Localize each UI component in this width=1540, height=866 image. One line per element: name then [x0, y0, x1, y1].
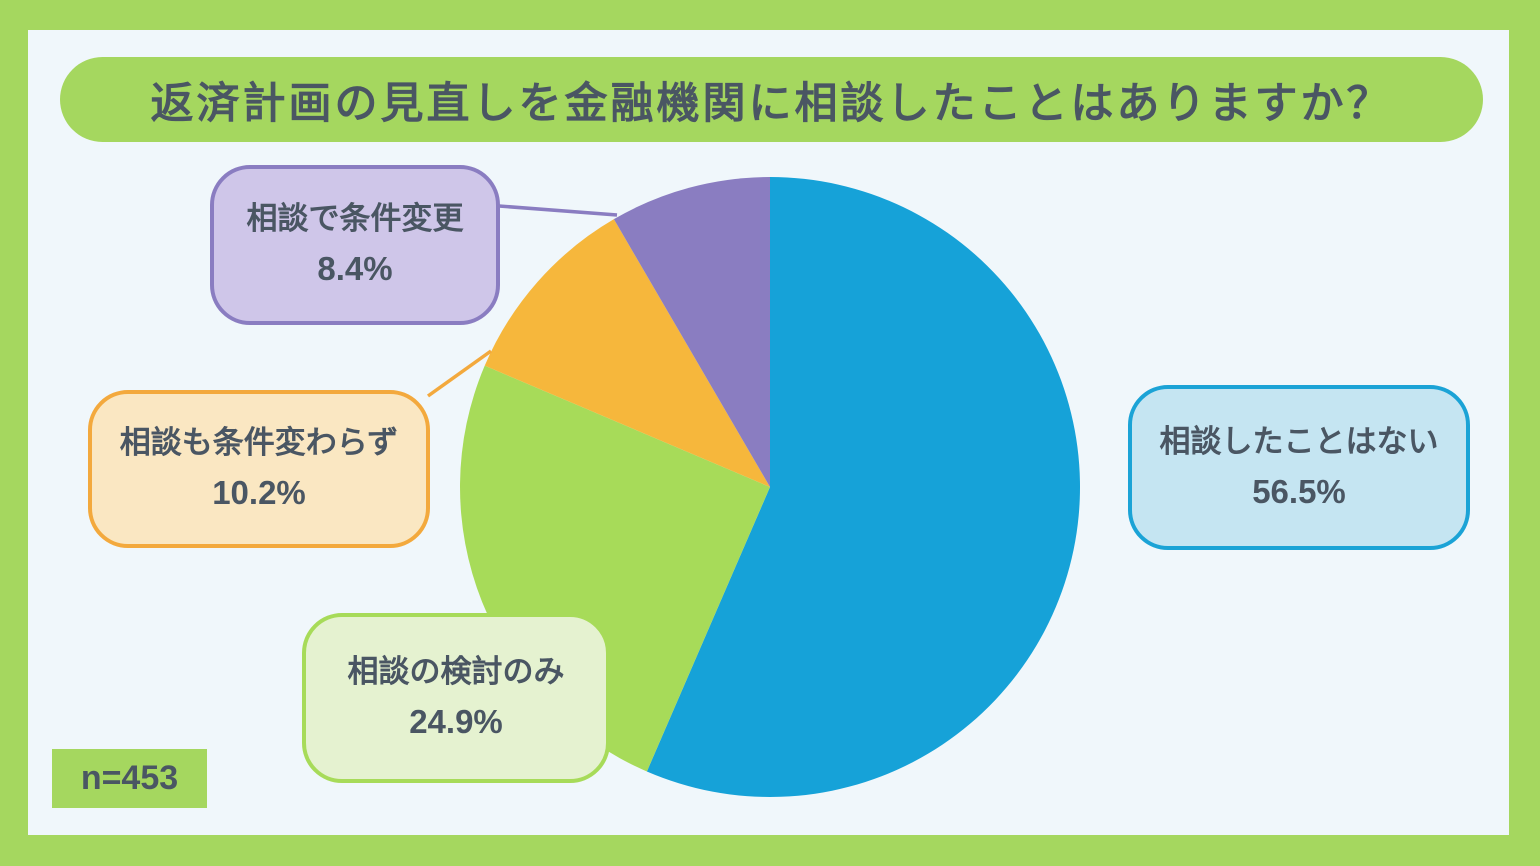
callout-none-percent: 56.5%	[1252, 472, 1346, 510]
callout-changed: 相談で条件変更 8.4%	[210, 165, 500, 325]
callout-no-change-percent: 10.2%	[212, 474, 306, 512]
sample-size-badge: n=453	[52, 749, 207, 808]
chart-title: 返済計画の見直しを金融機関に相談したことはありますか？	[60, 57, 1483, 142]
callout-considered-percent: 24.9%	[409, 703, 503, 741]
callout-no-change: 相談も条件変わらず 10.2%	[88, 390, 430, 548]
callout-no-change-label: 相談も条件変わらず	[119, 425, 399, 461]
callout-connector-no-change	[426, 349, 493, 398]
callout-considered: 相談の検討のみ 24.9%	[302, 613, 610, 783]
callout-changed-percent: 8.4%	[317, 250, 393, 288]
pie-slice-changed	[613, 177, 770, 487]
callout-connector-changed	[498, 204, 618, 217]
pie-slice-no-change	[484, 219, 770, 487]
callout-changed-label: 相談で条件変更	[246, 201, 464, 237]
callout-considered-label: 相談の検討のみ	[347, 654, 565, 690]
callout-none: 相談したことはない 56.5%	[1128, 385, 1470, 550]
callout-none-label: 相談したことはない	[1159, 423, 1439, 459]
pie-slice-none	[646, 177, 1081, 797]
chart-panel: 返済計画の見直しを金融機関に相談したことはありますか？ 相談で条件変更 8.4%…	[28, 30, 1509, 835]
